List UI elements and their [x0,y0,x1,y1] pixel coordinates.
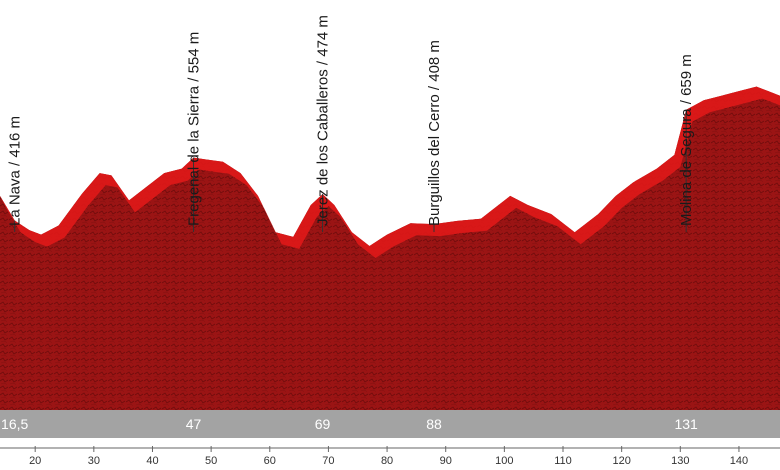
waypoint-label: Molina de Segura / 659 m [678,54,695,226]
x-tick-label: 60 [264,455,276,467]
waypoint-markers: La Nava / 416 m Fregenal de la Sierra / 5… [7,15,695,232]
x-tick-label: 90 [440,455,452,467]
x-tick-label: 130 [671,455,689,467]
waypoint-km: 47 [186,416,202,432]
waypoint-km: 69 [315,416,331,432]
waypoint-label: Fregenal de la Sierra / 554 m [186,32,203,226]
x-tick-label: 140 [730,455,748,467]
waypoint-km: 16,5 [1,416,28,432]
waypoint-km: 131 [674,416,698,432]
waypoint-label: Burguillos del Cerro / 408 m [426,40,443,226]
x-axis: 20 30 40 50 60 70 80 90 100 110 120 130 140 [0,446,780,467]
x-tick-label: 50 [205,455,217,467]
x-tick-label: 30 [88,455,100,467]
x-tick-label: 100 [495,455,513,467]
x-tick-label: 20 [29,455,41,467]
waypoint-label: Jerez de los Caballeros / 474 m [315,15,332,226]
x-tick-label: 110 [554,455,572,467]
x-tick-label: 40 [146,455,158,467]
x-tick-label: 70 [322,455,334,467]
x-tick-label: 120 [612,455,630,467]
elevation-profile [0,86,780,410]
waypoint-label: La Nava / 416 m [7,116,24,226]
waypoint-km-labels: 16,5 47 69 88 131 [1,416,698,432]
waypoint-km: 88 [426,416,442,432]
profile-crest [0,86,780,258]
x-tick-label: 80 [381,455,393,467]
distance-bar [0,410,780,438]
